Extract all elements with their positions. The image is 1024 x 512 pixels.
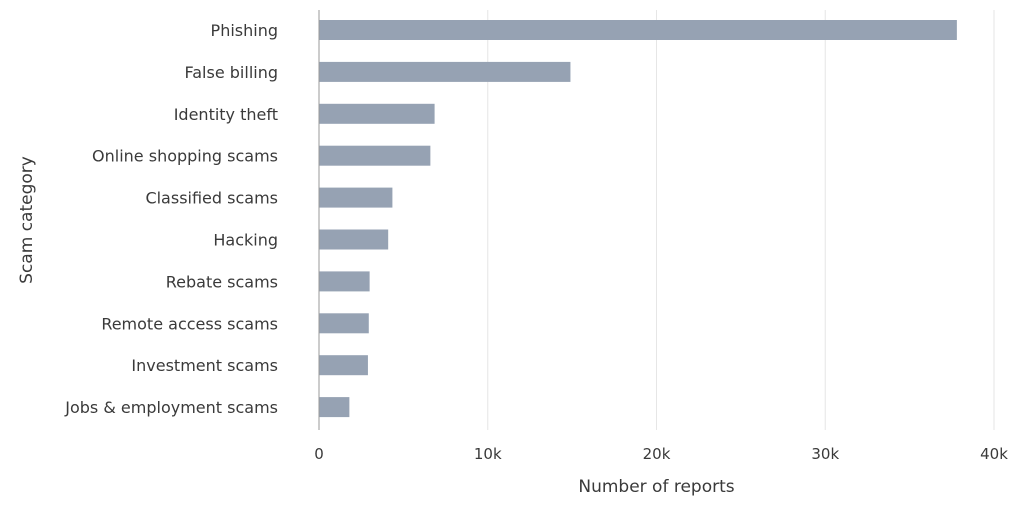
x-axis-title: Number of reports (578, 477, 734, 497)
category-label: False billing (185, 63, 278, 82)
category-label: Remote access scams (101, 314, 278, 333)
category-label: Investment scams (131, 356, 278, 375)
category-label: Phishing (211, 21, 278, 40)
category-label: Classified scams (145, 189, 278, 208)
x-tick-labels: 0 10k 20k 30k 40k (314, 445, 1008, 463)
category-label: Jobs & employment scams (64, 398, 278, 417)
bar (319, 61, 571, 82)
bar (319, 20, 957, 40)
y-axis-title: Scam category (17, 156, 37, 284)
category-label: Rebate scams (166, 272, 278, 291)
bar (319, 145, 431, 166)
x-tick-label: 40k (980, 445, 1008, 463)
category-label: Hacking (213, 231, 278, 250)
category-label: Identity theft (174, 105, 278, 124)
bar (319, 271, 370, 292)
bar (319, 187, 393, 208)
bar (319, 103, 435, 124)
bars (319, 20, 957, 418)
bar (319, 313, 369, 334)
grid (487, 10, 995, 430)
x-tick-label: 30k (811, 445, 839, 463)
x-tick-label: 0 (314, 445, 324, 463)
category-label: Online shopping scams (92, 147, 278, 166)
bar (319, 229, 389, 250)
category-labels: Phishing False billing Identity theft Onlin… (64, 21, 278, 417)
bar (319, 355, 368, 376)
bar (319, 397, 350, 418)
x-tick-label: 20k (643, 445, 671, 463)
x-tick-label: 10k (474, 445, 502, 463)
